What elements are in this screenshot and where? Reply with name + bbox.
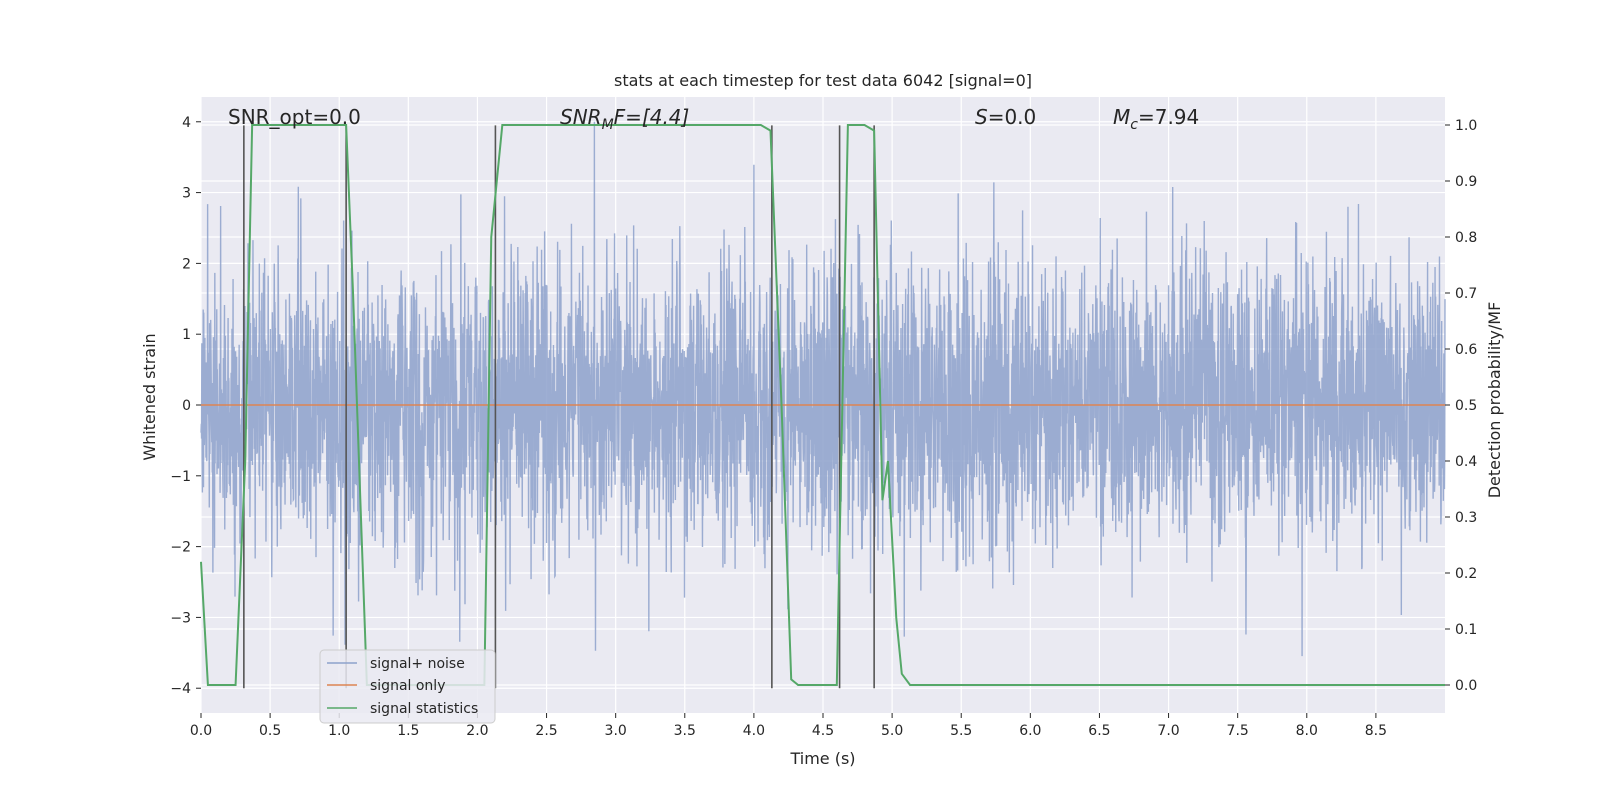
y-tick-label-left: −4: [170, 681, 191, 697]
annotation-snr-mf-main: SNR: [560, 105, 602, 129]
y-tick-label-left: 2: [182, 256, 191, 272]
y-tick-label-right: 0.8: [1455, 230, 1477, 246]
y-tick-label-right: 0.2: [1455, 566, 1477, 582]
x-tick-label: 0.5: [259, 723, 281, 739]
legend-label-signal-only: signal only: [370, 678, 445, 694]
x-tick-label: 3.0: [605, 723, 627, 739]
x-tick-label: 4.5: [812, 723, 834, 739]
y-tick-label-right: 0.5: [1455, 398, 1477, 414]
series-signal-noise: [200, 121, 1446, 657]
legend-label-signal-statistics: signal statistics: [370, 701, 478, 717]
x-tick-label: 7.0: [1157, 723, 1179, 739]
x-tick-label: 5.5: [950, 723, 972, 739]
x-tick-label: 0.0: [190, 723, 212, 739]
y-tick-label-right: 0.4: [1455, 454, 1477, 470]
y-axis-label-left: Whitened strain: [140, 333, 159, 460]
annotation-s-main: S: [975, 105, 988, 129]
y-tick-label-right: 0.1: [1455, 622, 1477, 638]
legend: signal+ noise signal only signal statist…: [319, 649, 496, 724]
y-tick-label-right: 0.6: [1455, 342, 1477, 358]
series-signal-statistics: [200, 124, 1445, 686]
x-tick-label: 8.0: [1296, 723, 1318, 739]
annotation-mc: Mc=7.94: [1113, 105, 1199, 133]
noise-trace: [200, 121, 1446, 657]
y-tick-label-left: −2: [170, 540, 191, 556]
x-tick-label: 2.0: [466, 723, 488, 739]
legend-box: [319, 649, 496, 724]
annotation-mc-main: M: [1113, 105, 1130, 129]
x-tick-label: 1.5: [397, 723, 419, 739]
annotation-mc-rest: =7.94: [1138, 105, 1199, 129]
x-tick-label: 1.0: [328, 723, 350, 739]
x-tick-label: 7.5: [1227, 723, 1249, 739]
signal-statistics-line: [200, 124, 1445, 686]
y-axis-label-right: Detection probability/MF: [1485, 302, 1504, 499]
y-tick-label-left: 0: [182, 398, 191, 414]
x-tick-label: 6.0: [1019, 723, 1041, 739]
annotation-snr-opt: SNR_opt=0.0: [228, 105, 361, 129]
y-tick-label-left: −3: [170, 610, 191, 626]
x-tick-label: 3.5: [674, 723, 696, 739]
x-tick-label: 6.5: [1088, 723, 1110, 739]
y-tick-label-left: 3: [182, 186, 191, 202]
chart-title: stats at each timestep for test data 604…: [614, 71, 1032, 90]
x-tick-label: 5.0: [881, 723, 903, 739]
y-tick-label-right: 0.0: [1455, 678, 1477, 694]
annotation-snr-mf-sub: M: [602, 117, 614, 133]
annotation-s: S=0.0: [975, 105, 1036, 129]
y-tick-label-left: −1: [170, 469, 191, 485]
x-tick-label: 2.5: [535, 723, 557, 739]
y-tick-label-right: 0.3: [1455, 510, 1477, 526]
annotation-s-rest: =0.0: [988, 105, 1037, 129]
y-tick-label-left: 1: [182, 327, 191, 343]
y-tick-label-right: 0.9: [1455, 174, 1477, 190]
annotation-mc-sub: c: [1130, 117, 1138, 133]
axis-ticks: 0.0 0.5 1.0 1.5 2.0 2.5 3.0 3.5 4.0 4.5 5.0 5.5 6.0 6…: [170, 115, 1477, 739]
x-tick-label: 4.0: [743, 723, 765, 739]
y-tick-label-right: 0.7: [1455, 286, 1477, 302]
x-axis-label: Time (s): [789, 749, 855, 768]
y-tick-label-right: 1.0: [1455, 118, 1477, 134]
legend-label-signal-noise: signal+ noise: [370, 656, 465, 672]
annotation-snr-mf-rest: F=[4.4]: [614, 105, 690, 129]
annotation-snr-mf: SNRMF=[4.4]: [560, 105, 689, 133]
x-tick-label: 8.5: [1365, 723, 1387, 739]
y-tick-label-left: 4: [182, 115, 191, 131]
